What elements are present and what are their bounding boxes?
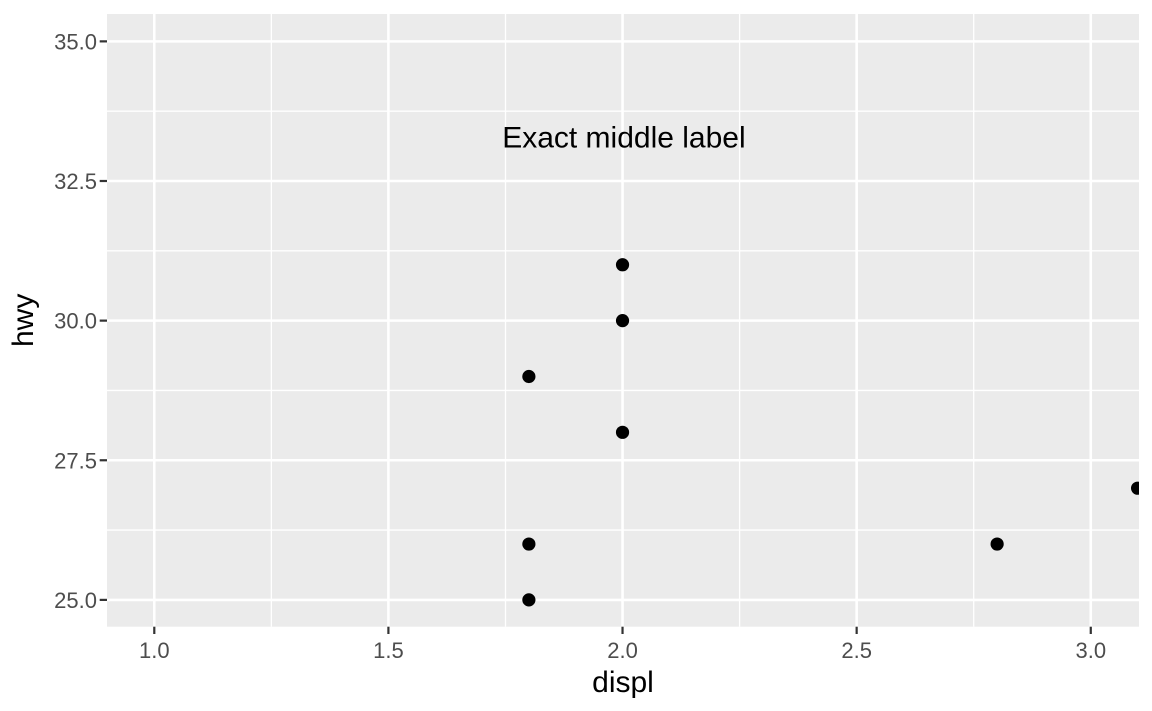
data-point	[615, 314, 630, 328]
data-point	[615, 425, 630, 439]
y-tick-label: 27.5	[54, 448, 97, 473]
data-point	[1130, 481, 1139, 495]
data-point	[990, 537, 1004, 551]
tick-labels-group: 1.0 1.5 2.0 2.5 3.0 25.0 27.5 30.0 32.5 35.0	[54, 29, 1106, 663]
x-tick-label: 3.0	[1075, 638, 1106, 663]
y-axis-title: hwy	[7, 294, 40, 347]
y-tick-label: 30.0	[54, 309, 97, 334]
x-axis-title: displ	[592, 666, 654, 699]
x-tick-label: 2.0	[607, 638, 638, 663]
data-point	[615, 258, 630, 272]
y-tick-label: 32.5	[54, 169, 97, 194]
y-tick-label: 35.0	[54, 29, 97, 54]
x-tick-label: 1.0	[139, 638, 170, 663]
data-point	[522, 537, 536, 551]
data-points-group	[522, 258, 1139, 607]
y-tick-label: 25.0	[54, 588, 97, 613]
data-point	[522, 369, 536, 384]
x-tick-label: 2.5	[841, 638, 872, 663]
panel-annotation: Exact middle label	[502, 121, 745, 154]
x-tick-label: 1.5	[373, 638, 404, 663]
tick-marks-group	[99, 40, 1092, 634]
data-point	[522, 593, 536, 607]
